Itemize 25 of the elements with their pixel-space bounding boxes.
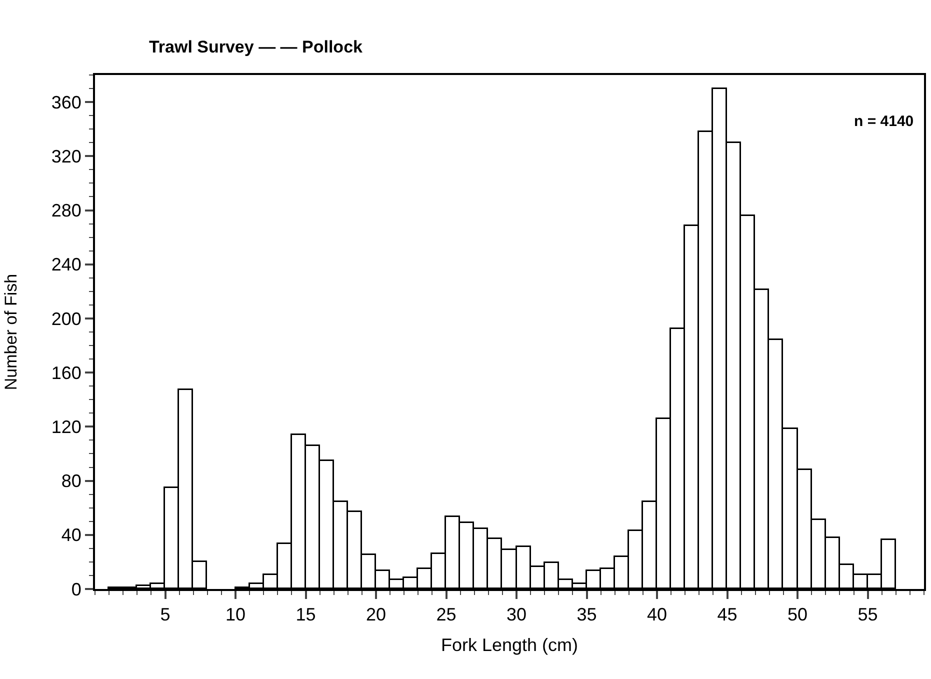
x-tick-label: 10 (225, 604, 246, 625)
y-tick-label: 40 (61, 525, 82, 546)
x-tick-label: 5 (160, 604, 170, 625)
y-tick-label: 360 (51, 92, 82, 112)
annotation: n = 4140 (854, 113, 914, 130)
x-tick-label: 15 (296, 604, 316, 625)
y-tick-label: 120 (51, 416, 82, 437)
x-tick-label: 55 (858, 604, 878, 625)
y-tick-label: 320 (51, 146, 82, 166)
x-tick-label: 40 (647, 604, 668, 625)
y-tick-label: 240 (51, 254, 82, 275)
x-axis-title: Fork Length (cm) (440, 635, 578, 656)
x-tick-label: 50 (788, 604, 808, 625)
x-tick-label: 25 (436, 604, 456, 625)
chart-title: Trawl Survey — — Pollock (148, 38, 364, 57)
y-axis-title: Number of Fish (1, 274, 20, 390)
y-tick-label: 80 (61, 471, 82, 492)
y-tick-label: 160 (51, 362, 82, 383)
y-tick-label: 280 (51, 200, 82, 221)
x-tick-label: 45 (717, 604, 738, 625)
x-tick-label: 30 (506, 604, 527, 625)
x-tick-label: 20 (366, 604, 386, 625)
x-tick-label: 35 (576, 604, 597, 625)
y-tick-label: 200 (51, 308, 82, 329)
y-tick-label: 0 (71, 579, 82, 600)
